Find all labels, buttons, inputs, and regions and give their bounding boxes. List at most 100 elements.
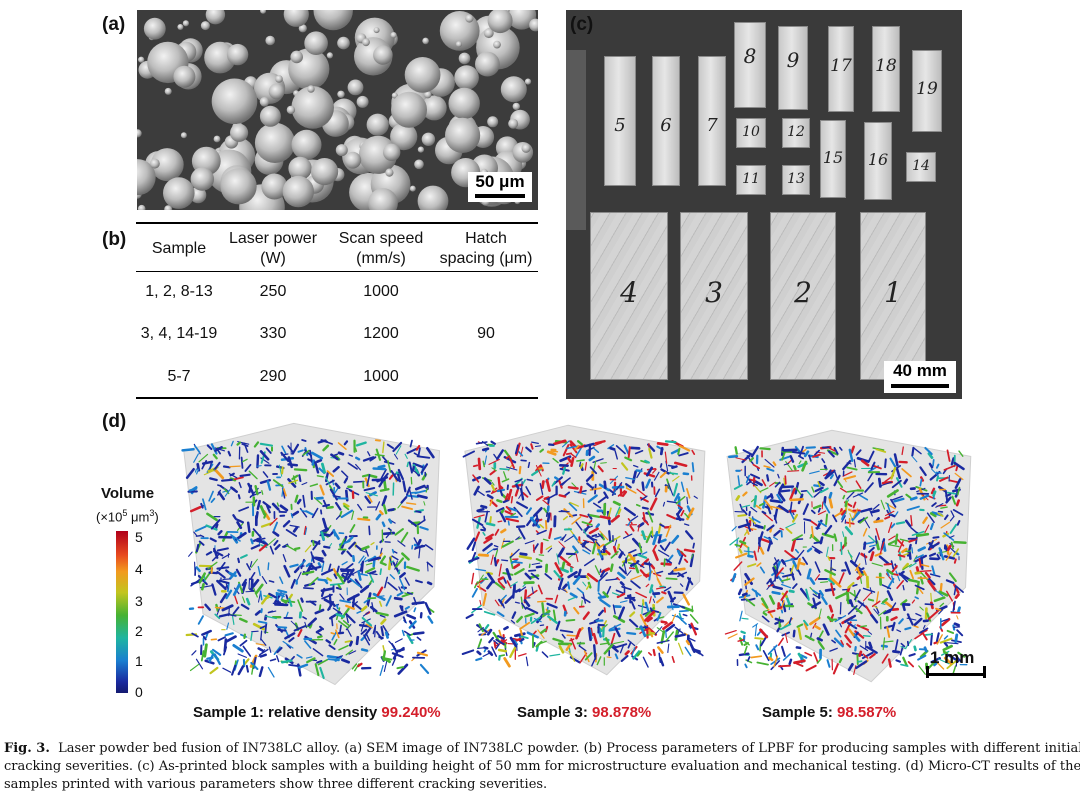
block-16: 16	[864, 122, 892, 200]
crack-segment	[213, 653, 221, 666]
crack-segment	[748, 527, 757, 531]
crack-segment	[829, 474, 834, 480]
crack-segment	[774, 557, 778, 562]
crack-segment	[238, 617, 248, 623]
crack-segment	[659, 446, 664, 456]
crack-segment	[314, 663, 320, 677]
crack-segment	[579, 514, 589, 518]
crack-segment	[902, 552, 910, 557]
crack-segment	[609, 446, 616, 451]
crack-segment	[562, 466, 567, 475]
crack-segment	[934, 589, 944, 597]
header-hatch-spacing: Hatch spacing (μm)	[434, 229, 538, 269]
crack-segment	[380, 547, 383, 554]
sample-1-density: 99.240%	[381, 704, 441, 721]
crack-segment	[618, 606, 625, 620]
crack-segment	[768, 594, 776, 605]
crack-segment	[773, 529, 781, 537]
crack-segment	[639, 614, 647, 626]
crack-segment	[762, 650, 770, 662]
crack-segment	[954, 633, 959, 644]
crack-segment	[868, 535, 876, 543]
crack-segment	[954, 593, 960, 599]
crack-segment	[892, 650, 901, 654]
crack-segment	[538, 554, 545, 556]
crack-segment	[875, 527, 881, 541]
crack-segment	[213, 461, 221, 472]
crack-segment	[907, 661, 915, 668]
crack-segment	[397, 540, 406, 547]
crack-segment	[531, 562, 541, 565]
powder-particle	[265, 35, 275, 46]
crack-segment	[828, 604, 834, 613]
crack-segment	[821, 458, 826, 464]
crack-segment	[236, 441, 242, 446]
crack-segment	[329, 488, 338, 501]
crack-segment	[273, 646, 281, 655]
crack-segment	[943, 555, 955, 560]
crack-segment	[599, 642, 608, 646]
crack-segment	[518, 637, 525, 642]
crack-segment	[862, 570, 867, 577]
crack-segment	[257, 620, 268, 624]
crack-segment	[528, 574, 540, 580]
crack-segment	[266, 480, 272, 491]
crack-segment	[517, 450, 524, 457]
crack-segment	[359, 549, 368, 554]
crack-segment	[509, 548, 520, 559]
crack-segment	[272, 530, 280, 537]
powder-particle	[211, 78, 258, 125]
crack-segment	[504, 594, 515, 605]
crack-segment	[646, 616, 653, 623]
crack-segment	[735, 552, 748, 559]
crack-segment	[471, 551, 477, 562]
crack-segment	[340, 509, 354, 519]
crack-segment	[931, 565, 936, 576]
crack-segment	[886, 626, 891, 638]
crack-segment	[198, 572, 206, 584]
crack-segment	[924, 633, 933, 636]
crack-segment	[660, 630, 666, 645]
crack-segment	[518, 465, 522, 475]
crack-segment	[635, 591, 648, 599]
crack-segment	[803, 518, 812, 522]
crack-segment	[803, 622, 808, 631]
crack-segment	[595, 541, 601, 547]
crack-segment	[227, 581, 230, 593]
crack-segment	[824, 524, 833, 535]
powder-particle	[483, 28, 494, 39]
crack-segment	[348, 454, 354, 457]
crack-segment	[333, 573, 338, 580]
block-1-label: 1	[884, 276, 902, 310]
crack-segment	[483, 610, 496, 616]
crack-segment	[245, 590, 255, 593]
crack-segment	[809, 616, 821, 626]
crack-segment	[382, 441, 385, 454]
crack-segment	[947, 544, 952, 551]
crack-segment	[545, 545, 553, 550]
crack-segment	[392, 441, 403, 453]
crack-segment	[329, 582, 344, 586]
powder-particle	[138, 56, 145, 63]
crack-segment	[690, 553, 694, 559]
crack-segment	[943, 641, 949, 647]
crack-segment	[553, 536, 562, 540]
powder-particle	[356, 95, 369, 108]
crack-segment	[648, 569, 652, 581]
crack-segment	[936, 475, 939, 482]
powder-particle	[182, 20, 189, 27]
crack-segment	[231, 614, 235, 625]
crack-segment	[645, 466, 654, 477]
crack-segment	[924, 524, 930, 534]
crack-segment	[665, 623, 676, 632]
crack-segment	[525, 446, 532, 453]
crack-segment	[956, 615, 959, 620]
crack-segment	[628, 567, 636, 570]
crack-segment	[952, 665, 957, 675]
crack-segment	[818, 480, 825, 487]
crack-segment	[386, 443, 394, 450]
crack-segment	[739, 503, 744, 511]
crack-segment	[287, 445, 295, 454]
crack-segment	[343, 563, 354, 572]
crack-segment	[320, 439, 328, 443]
